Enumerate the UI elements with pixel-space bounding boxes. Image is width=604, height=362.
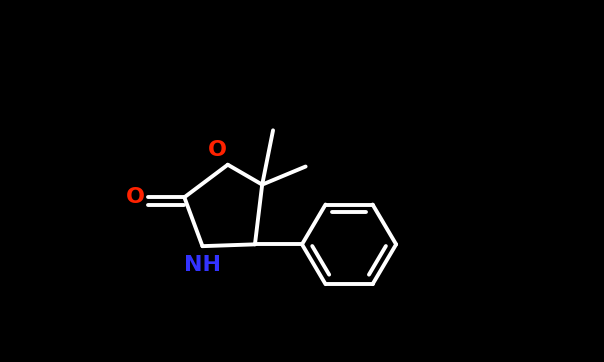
Text: NH: NH: [184, 255, 221, 275]
Text: O: O: [207, 140, 226, 160]
Text: O: O: [126, 187, 145, 207]
